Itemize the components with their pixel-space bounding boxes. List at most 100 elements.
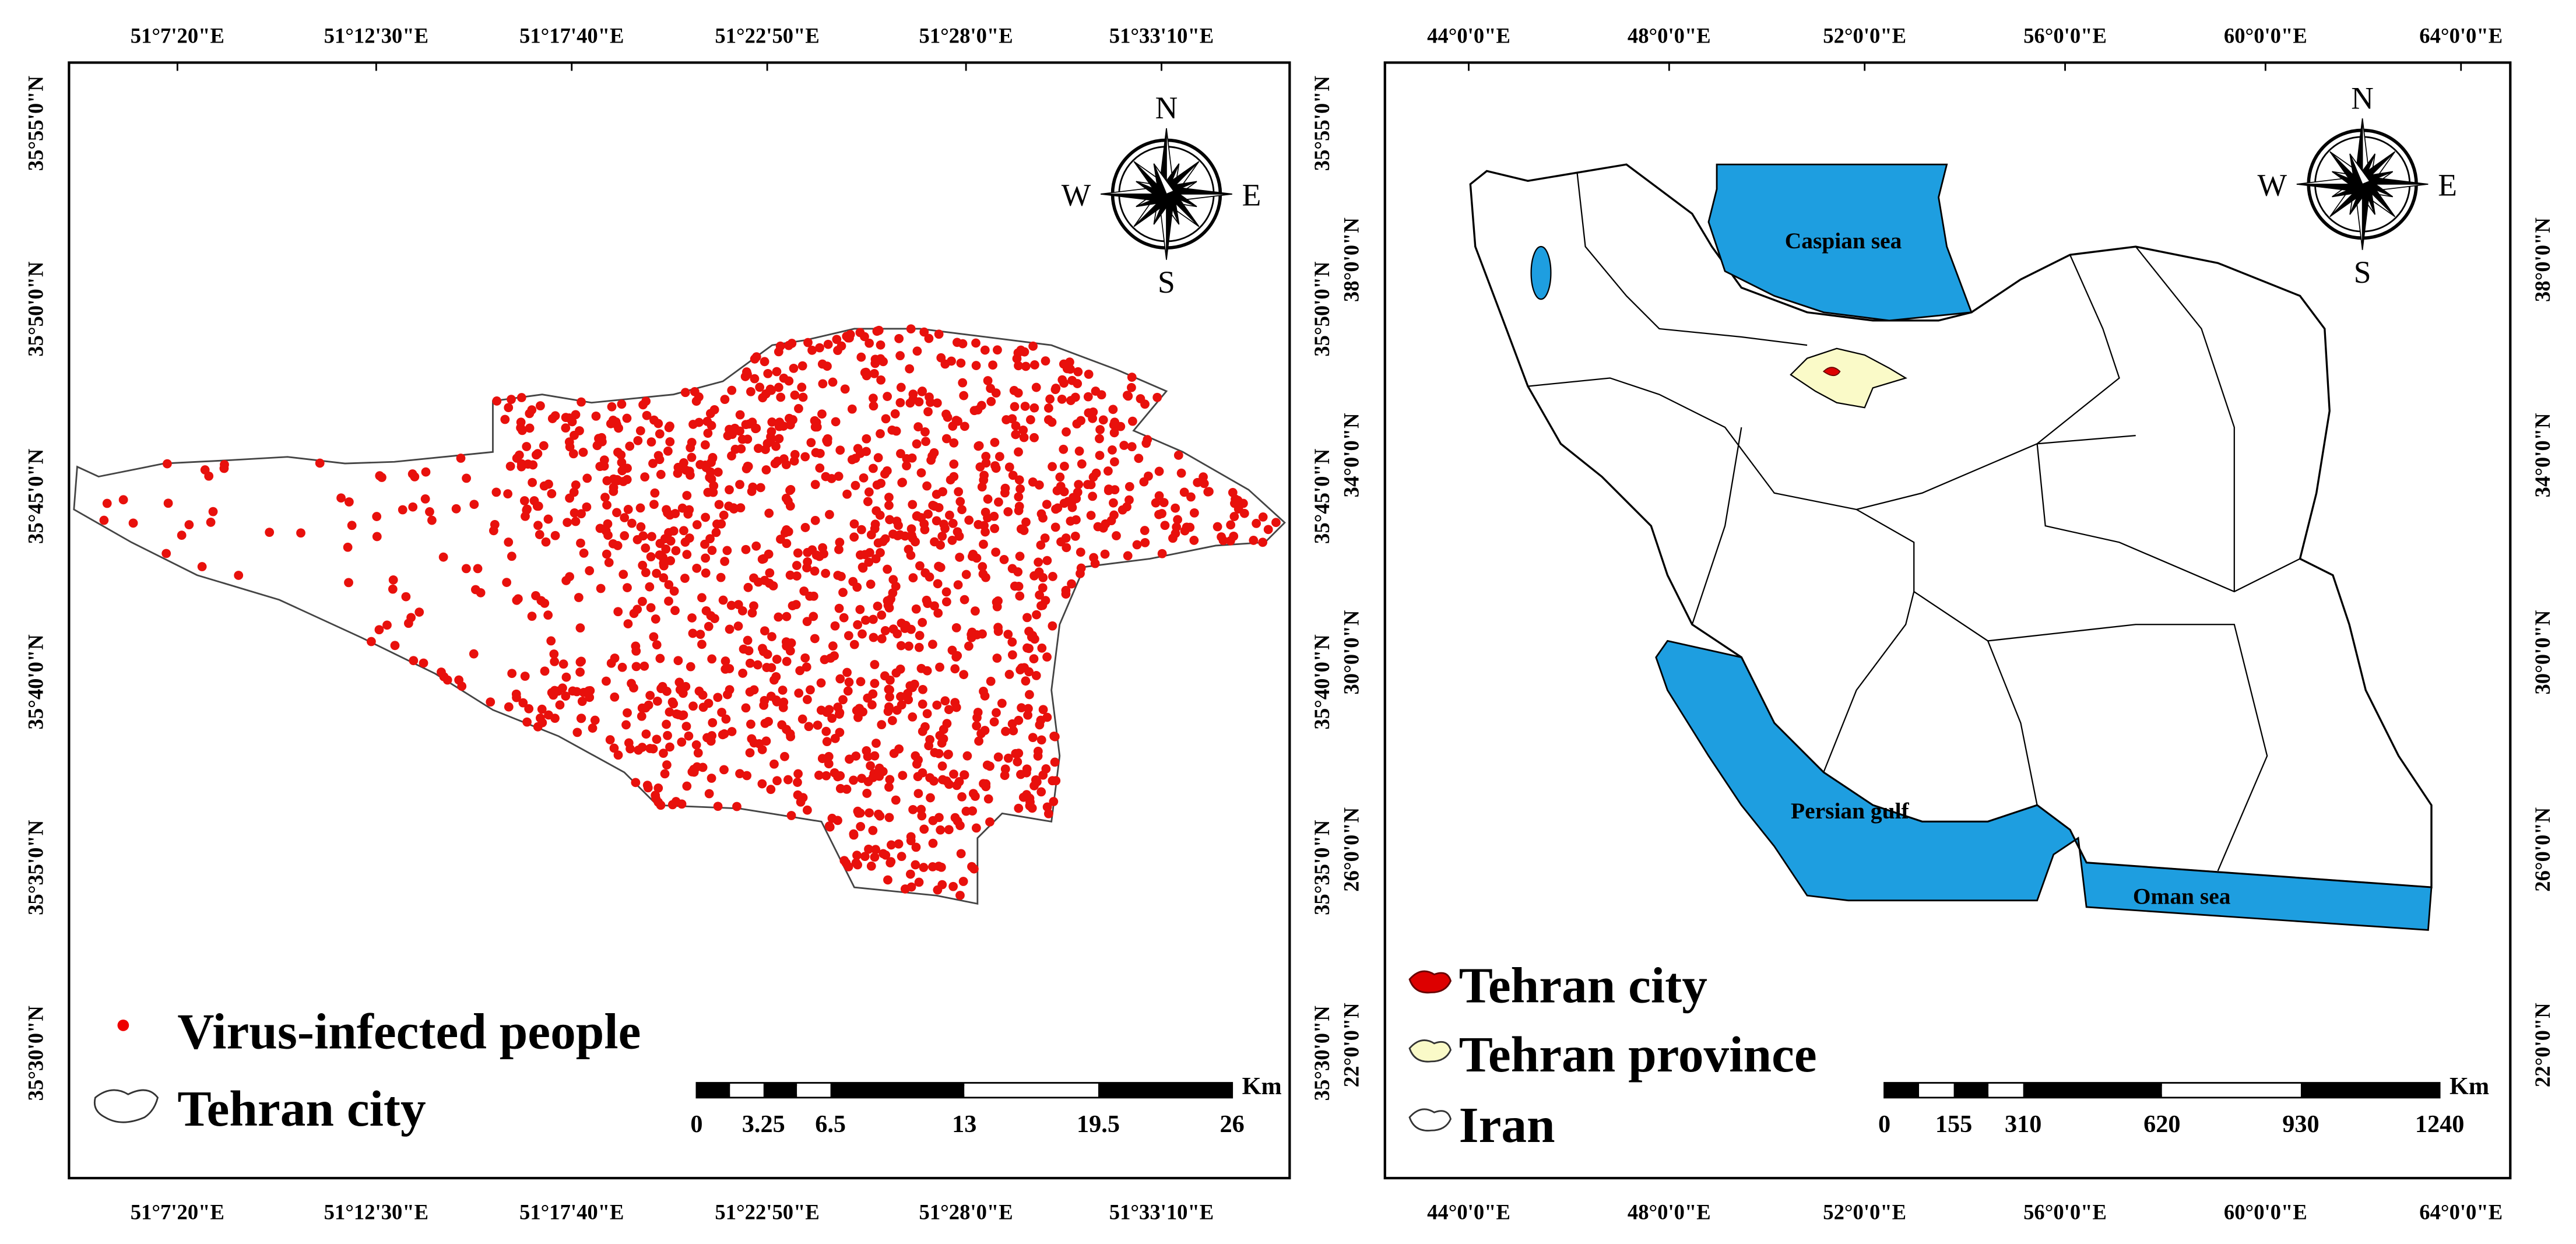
infected-point: [388, 575, 398, 585]
infected-point: [705, 409, 715, 419]
infected-point: [760, 357, 769, 367]
infected-point: [871, 739, 881, 748]
infected-point: [1024, 704, 1033, 714]
infected-point: [864, 844, 873, 854]
infected-point: [992, 708, 1001, 718]
infected-point: [1095, 425, 1105, 434]
infected-point: [1047, 417, 1057, 427]
lat-label: 35°40'0"N: [1310, 634, 1334, 729]
infected-point: [939, 734, 948, 744]
lat-label: 35°30'0"N: [1310, 1006, 1334, 1101]
infected-point: [913, 789, 923, 799]
infected-point: [549, 649, 559, 659]
infected-point: [642, 410, 652, 420]
infected-point: [851, 480, 860, 490]
infected-point: [904, 544, 913, 554]
infected-point: [608, 539, 618, 549]
province-borders: [1527, 173, 2301, 871]
infected-point: [735, 480, 744, 490]
infected-point: [986, 676, 996, 686]
legend-outline-icon: [93, 1089, 159, 1123]
infected-point: [828, 377, 838, 387]
infected-point: [678, 688, 688, 698]
infected-point: [800, 452, 810, 462]
infected-point: [914, 877, 924, 887]
infected-point: [944, 705, 954, 715]
infected-point: [632, 535, 642, 544]
infected-point: [1127, 382, 1136, 392]
lon-label: 44°0'0"E: [1427, 1200, 1510, 1224]
infected-point: [1098, 415, 1108, 425]
infected-point: [814, 771, 824, 780]
infected-point: [610, 692, 620, 702]
infected-point: [511, 689, 521, 699]
infected-point: [663, 730, 672, 740]
infected-point: [684, 466, 694, 476]
tehran-province: [1790, 347, 1907, 409]
infected-point: [640, 472, 650, 482]
infected-point: [725, 424, 734, 434]
infected-point: [982, 760, 992, 770]
lon-label: 51°12'30"E: [324, 24, 428, 48]
infected-point: [718, 595, 728, 605]
infected-point: [641, 729, 651, 739]
infected-point: [897, 852, 906, 862]
infected-point: [522, 505, 532, 515]
infected-point: [1029, 433, 1039, 442]
infected-point: [641, 396, 651, 406]
infected-point: [912, 346, 922, 356]
infected-point: [1084, 370, 1094, 379]
infected-point: [785, 570, 795, 580]
infected-point: [620, 531, 630, 540]
infected-point: [574, 593, 584, 602]
infected-point: [794, 404, 803, 413]
infected-point: [561, 423, 571, 433]
infected-point: [919, 863, 929, 872]
infected-point: [1249, 536, 1259, 545]
infected-point: [835, 537, 845, 547]
infected-point: [755, 483, 765, 493]
infected-point: [834, 472, 844, 481]
infected-point: [761, 736, 771, 746]
infected-point: [775, 417, 785, 427]
infected-point: [1020, 402, 1030, 411]
infected-point: [961, 570, 971, 579]
infected-point: [669, 586, 679, 596]
infected-point: [962, 751, 972, 761]
infected-point: [504, 702, 514, 712]
lat-label: 38°0'0"N: [2531, 217, 2554, 302]
infected-point: [571, 516, 581, 526]
infected-point: [507, 669, 517, 679]
infected-point: [607, 402, 617, 412]
infected-point: [930, 537, 939, 547]
infected-point: [547, 688, 557, 698]
infected-point: [569, 487, 579, 497]
infected-point: [1186, 492, 1196, 502]
infected-point: [1004, 462, 1014, 472]
infected-point: [967, 862, 976, 871]
infected-point: [698, 702, 708, 712]
infected-point: [1088, 407, 1098, 417]
infected-point: [677, 737, 687, 747]
infected-point: [609, 483, 618, 493]
infected-point: [815, 463, 825, 473]
scale-bar-segment: [797, 1086, 831, 1095]
infected-point: [863, 751, 873, 761]
infected-point: [738, 669, 748, 678]
compass-letter: E: [1242, 178, 1261, 213]
infected-point: [692, 762, 702, 772]
infected-point: [733, 621, 743, 631]
infected-point: [804, 722, 814, 732]
infected-point: [971, 338, 981, 348]
infected-point: [941, 434, 951, 444]
infected-point: [833, 571, 843, 580]
infected-point: [928, 838, 938, 848]
infected-point: [949, 459, 959, 469]
infected-point: [492, 396, 502, 406]
infected-point: [637, 711, 646, 721]
infected-point: [802, 805, 812, 815]
infected-point: [951, 623, 961, 632]
infected-point: [776, 535, 785, 544]
infected-point: [810, 634, 820, 644]
infected-point: [725, 624, 735, 634]
